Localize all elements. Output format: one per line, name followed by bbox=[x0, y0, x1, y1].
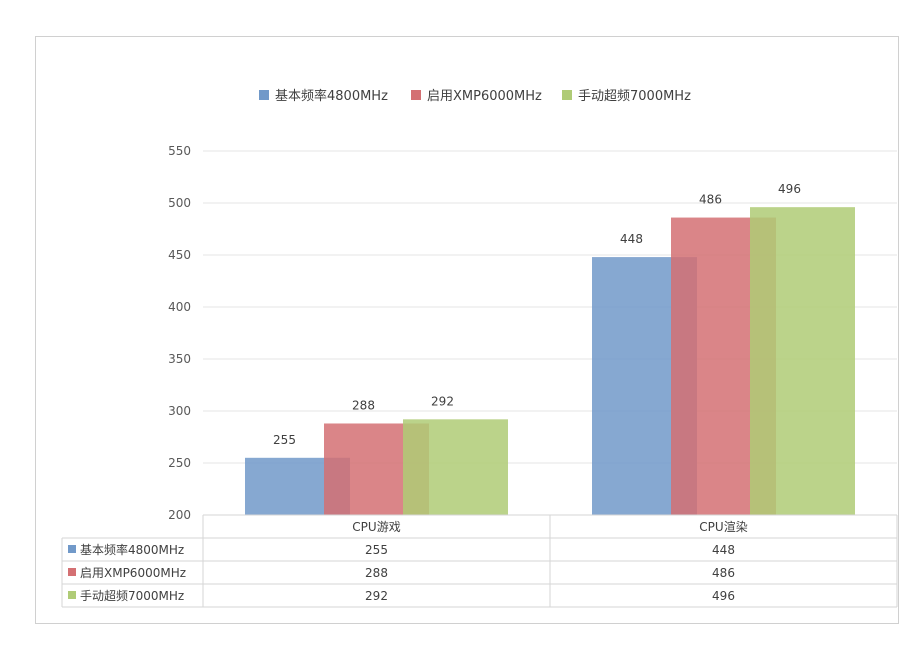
table-cell: 486 bbox=[712, 566, 735, 580]
data-labels: 255 288 292 448 486 496 bbox=[273, 182, 801, 447]
bars bbox=[245, 207, 855, 515]
y-axis: 200 250 300 350 400 450 500 550 bbox=[168, 144, 191, 522]
legend-swatch bbox=[562, 90, 572, 100]
data-label: 496 bbox=[778, 182, 801, 196]
table-row-label: 基本频率4800MHz bbox=[80, 542, 184, 557]
x-tick-label: CPU游戏 bbox=[352, 520, 400, 534]
legend-swatch bbox=[411, 90, 421, 100]
table-legend-swatch bbox=[68, 568, 76, 576]
y-tick-label: 550 bbox=[168, 144, 191, 158]
table-cell: 292 bbox=[365, 589, 388, 603]
data-label: 255 bbox=[273, 433, 296, 447]
x-tick-label: CPU渲染 bbox=[699, 519, 747, 534]
y-tick-label: 400 bbox=[168, 300, 191, 314]
bar bbox=[750, 207, 855, 515]
legend-label: 启用XMP6000MHz bbox=[427, 89, 542, 104]
data-label: 448 bbox=[620, 232, 643, 246]
table-row-label: 启用XMP6000MHz bbox=[80, 566, 186, 580]
legend-label: 基本频率4800MHz bbox=[275, 88, 388, 104]
data-label: 292 bbox=[431, 394, 454, 408]
y-tick-label: 500 bbox=[168, 196, 191, 210]
data-label: 486 bbox=[699, 193, 722, 207]
legend-label: 手动超频7000MHz bbox=[578, 89, 691, 104]
legend: 基本频率4800MHz 启用XMP6000MHz 手动超频7000MHz bbox=[259, 88, 691, 104]
bar bbox=[403, 419, 508, 515]
y-tick-label: 250 bbox=[168, 456, 191, 470]
y-tick-label: 350 bbox=[168, 352, 191, 366]
data-label: 288 bbox=[352, 398, 375, 412]
y-tick-label: 300 bbox=[168, 404, 191, 418]
table-row-label: 手动超频7000MHz bbox=[80, 588, 184, 603]
y-tick-label: 450 bbox=[168, 248, 191, 262]
table-cell: 496 bbox=[712, 589, 735, 603]
legend-swatch bbox=[259, 90, 269, 100]
table-legend-swatch bbox=[68, 591, 76, 599]
y-tick-label: 200 bbox=[168, 508, 191, 522]
table-cell: 255 bbox=[365, 543, 388, 557]
table-legend-swatch bbox=[68, 545, 76, 553]
table-cell: 288 bbox=[365, 566, 388, 580]
chart-frame bbox=[35, 36, 899, 624]
table-cell: 448 bbox=[712, 543, 735, 557]
